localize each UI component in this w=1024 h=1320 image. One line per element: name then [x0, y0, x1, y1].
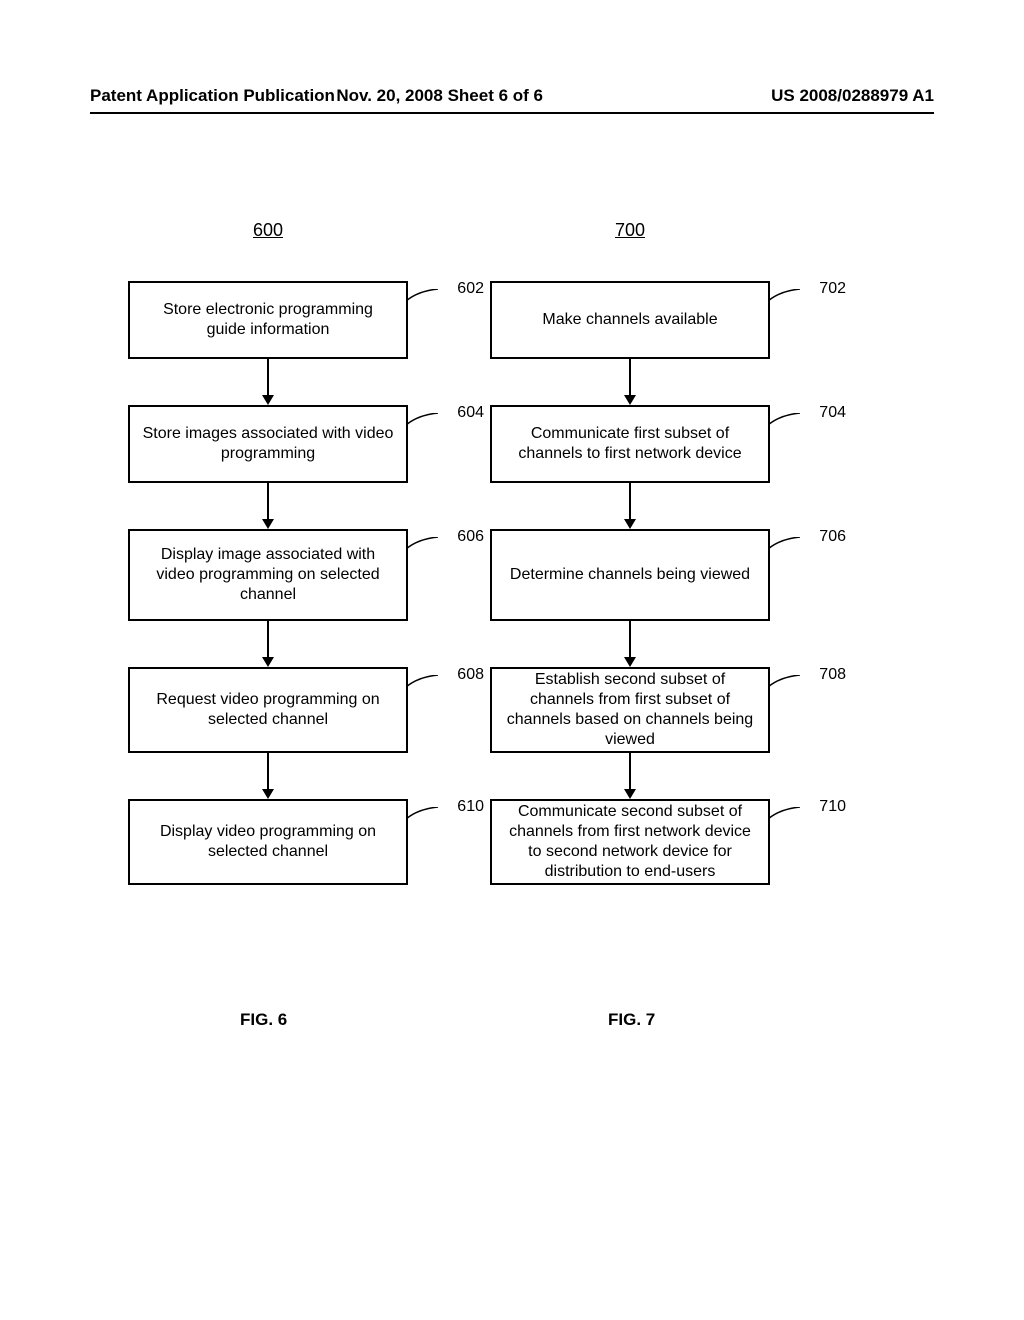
flowchart-700: 700 Make channels available 702 Communic…	[490, 220, 770, 885]
box-606: Display image associated with video prog…	[128, 529, 408, 621]
ref-610: 610	[457, 797, 484, 817]
figure-caption-6: FIG. 6	[240, 1010, 287, 1030]
arrow-down-icon	[128, 483, 408, 529]
box-text: Store images associated with video progr…	[142, 424, 394, 464]
lead-line-icon	[406, 675, 442, 689]
box-610: Display video programming on selected ch…	[128, 799, 408, 885]
box-604: Store images associated with video progr…	[128, 405, 408, 483]
figure-caption-7: FIG. 7	[608, 1010, 655, 1030]
box-706: Determine channels being viewed 706	[490, 529, 770, 621]
arrow-down-icon	[128, 753, 408, 799]
ref-606: 606	[457, 527, 484, 547]
header-center: Nov. 20, 2008 Sheet 6 of 6	[336, 86, 543, 106]
page: Patent Application Publication Nov. 20, …	[0, 0, 1024, 1320]
box-text: Establish second subset of channels from…	[504, 670, 756, 750]
lead-line-icon	[406, 413, 442, 427]
box-704: Communicate first subset of channels to …	[490, 405, 770, 483]
arrow-down-icon	[490, 359, 770, 405]
box-708: Establish second subset of channels from…	[490, 667, 770, 753]
lead-line-icon	[768, 413, 804, 427]
flowchart-title-700: 700	[490, 220, 770, 241]
lead-line-icon	[406, 537, 442, 551]
lead-line-icon	[768, 675, 804, 689]
box-text: Request video programming on selected ch…	[142, 690, 394, 730]
box-text: Communicate first subset of channels to …	[504, 424, 756, 464]
ref-704: 704	[819, 403, 846, 423]
box-702: Make channels available 702	[490, 281, 770, 359]
lead-line-icon	[768, 537, 804, 551]
lead-line-icon	[406, 807, 442, 821]
header-left: Patent Application Publication	[90, 86, 335, 106]
box-text: Communicate second subset of channels fr…	[504, 802, 756, 882]
box-text: Display image associated with video prog…	[142, 545, 394, 605]
box-608: Request video programming on selected ch…	[128, 667, 408, 753]
arrow-down-icon	[128, 621, 408, 667]
flowchart-title-600: 600	[128, 220, 408, 241]
ref-708: 708	[819, 665, 846, 685]
arrow-down-icon	[490, 483, 770, 529]
box-text: Store electronic programming guide infor…	[142, 300, 394, 340]
lead-line-icon	[768, 807, 804, 821]
arrow-down-icon	[490, 753, 770, 799]
ref-706: 706	[819, 527, 846, 547]
box-text: Make channels available	[542, 310, 717, 330]
lead-line-icon	[406, 289, 442, 303]
ref-608: 608	[457, 665, 484, 685]
ref-702: 702	[819, 279, 846, 299]
box-text: Display video programming on selected ch…	[142, 822, 394, 862]
box-710: Communicate second subset of channels fr…	[490, 799, 770, 885]
box-602: Store electronic programming guide infor…	[128, 281, 408, 359]
page-header: Patent Application Publication Nov. 20, …	[90, 86, 934, 114]
arrow-down-icon	[490, 621, 770, 667]
ref-710: 710	[819, 797, 846, 817]
arrow-down-icon	[128, 359, 408, 405]
header-right: US 2008/0288979 A1	[771, 86, 934, 106]
lead-line-icon	[768, 289, 804, 303]
flowchart-600: 600 Store electronic programming guide i…	[128, 220, 408, 885]
ref-604: 604	[457, 403, 484, 423]
box-text: Determine channels being viewed	[510, 565, 750, 585]
ref-602: 602	[457, 279, 484, 299]
